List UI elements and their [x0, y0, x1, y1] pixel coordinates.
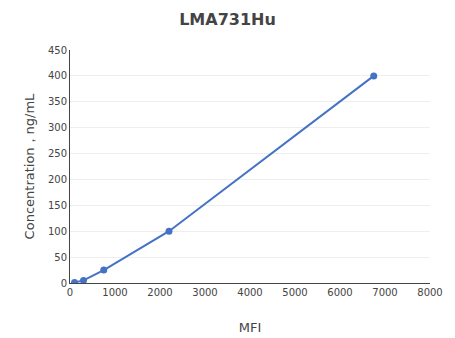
svg-text:150: 150: [48, 200, 67, 211]
svg-text:0: 0: [67, 287, 73, 298]
svg-text:7000: 7000: [372, 287, 397, 298]
svg-text:MFI: MFI: [239, 320, 262, 335]
svg-text:200: 200: [48, 174, 67, 185]
svg-text:6000: 6000: [327, 287, 352, 298]
svg-text:0: 0: [61, 278, 67, 289]
svg-text:LMA731Hu: LMA731Hu: [179, 10, 276, 29]
svg-text:350: 350: [48, 96, 67, 107]
svg-text:2000: 2000: [147, 287, 172, 298]
svg-text:100: 100: [48, 226, 67, 237]
svg-text:Concentration，ng/mL: Concentration，ng/mL: [22, 93, 37, 239]
svg-text:4000: 4000: [237, 287, 262, 298]
svg-text:3000: 3000: [192, 287, 217, 298]
svg-text:400: 400: [48, 70, 67, 81]
svg-text:450: 450: [48, 45, 67, 56]
svg-text:50: 50: [54, 252, 67, 263]
svg-text:300: 300: [48, 122, 67, 133]
svg-text:8000: 8000: [417, 287, 442, 298]
svg-text:250: 250: [48, 148, 67, 159]
svg-text:1000: 1000: [102, 287, 127, 298]
svg-text:5000: 5000: [282, 287, 307, 298]
